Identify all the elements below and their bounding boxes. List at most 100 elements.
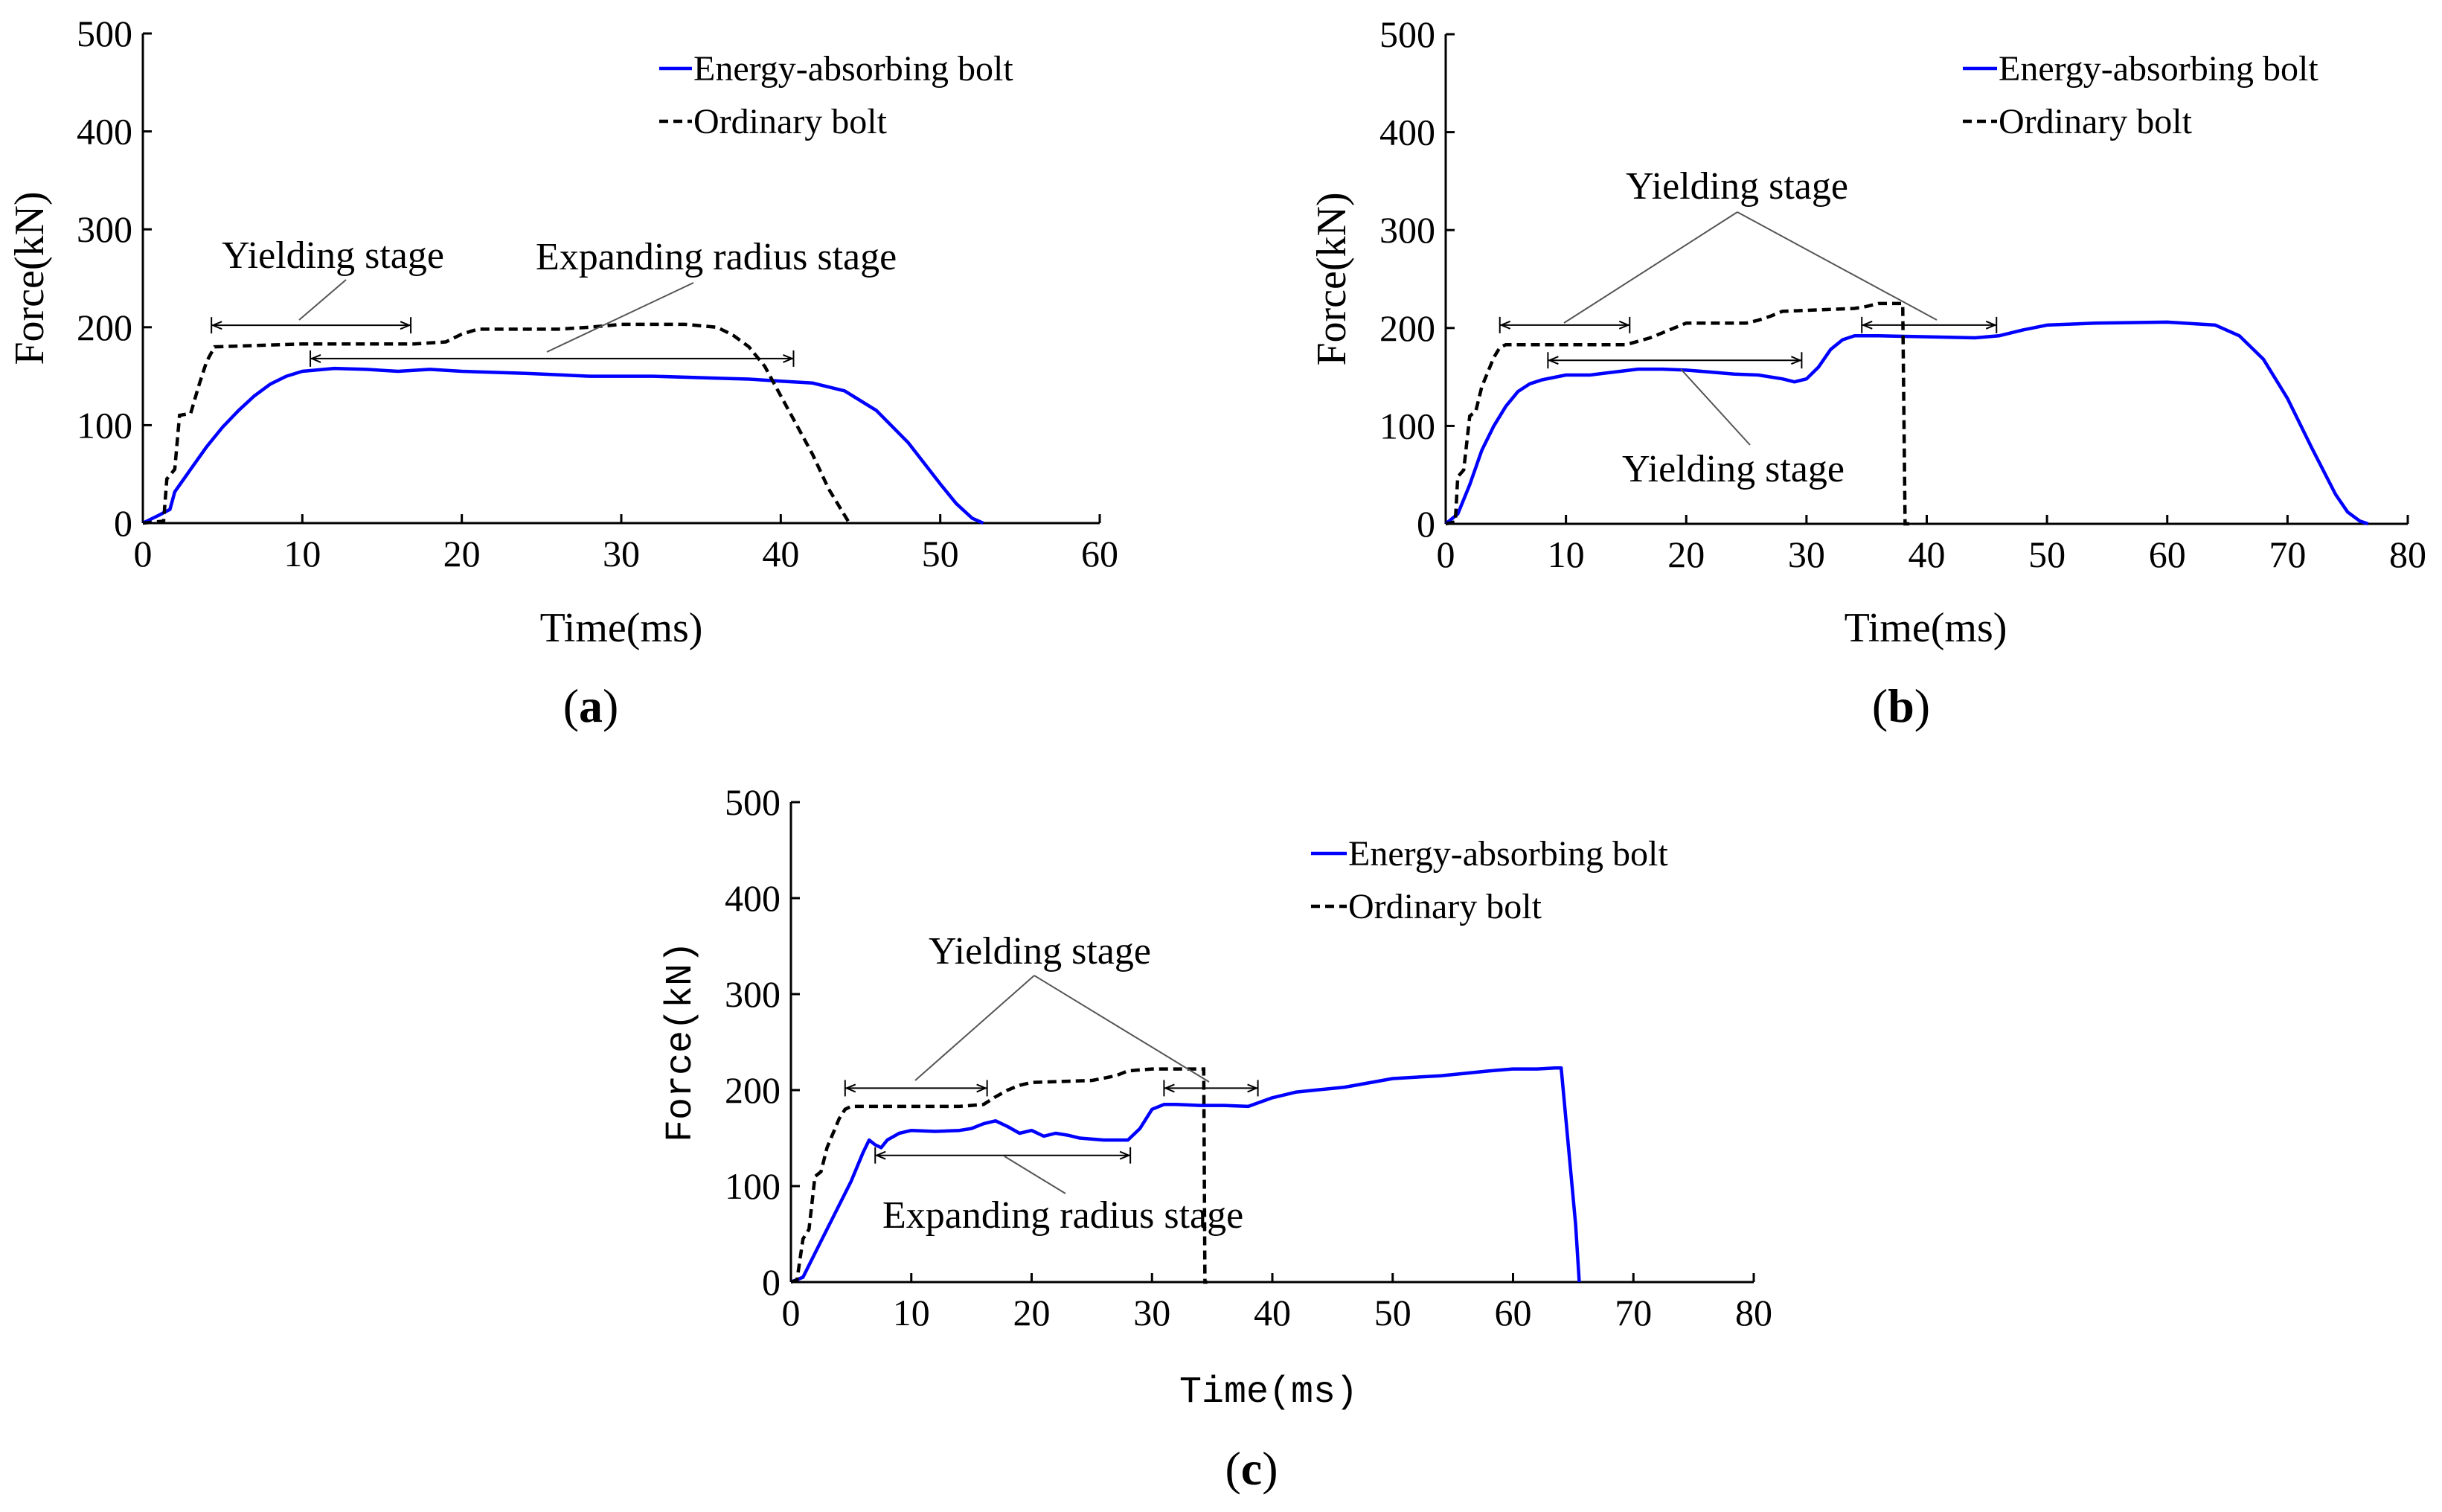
series-ordinary-bolt-c bbox=[790, 1067, 1208, 1284]
range-end-arrow-c-2 bbox=[1119, 1150, 1131, 1160]
annotation-guide-top-left-b bbox=[1563, 211, 1738, 324]
annotation-range-yielding-2-b bbox=[1861, 316, 1998, 333]
x-tick-label-c-50: 50 bbox=[1374, 1292, 1411, 1333]
x-tick-label-b-20: 20 bbox=[1667, 534, 1705, 575]
x-tick-label-c-40: 40 bbox=[1254, 1292, 1291, 1333]
annotation-guide-expanding-c bbox=[1004, 1156, 1066, 1194]
y-tick-label-c-0: 0 bbox=[762, 1261, 781, 1303]
y-axis-label-a: Force(kN) bbox=[7, 191, 53, 365]
x-tick-label-c-80: 80 bbox=[1735, 1292, 1772, 1333]
annotation-yielding-c: Yielding stage bbox=[844, 930, 1259, 1097]
panel-letter-b: b bbox=[1888, 679, 1914, 732]
x-tick-label-c-10: 10 bbox=[893, 1292, 930, 1333]
x-tick-label-b-10: 10 bbox=[1548, 534, 1585, 575]
legend-label-eab-c: Energy-absorbing bolt bbox=[1348, 834, 1668, 874]
annotation-range-yielding-1-c bbox=[844, 1080, 988, 1097]
annotation-label-yielding-c: Yielding stage bbox=[929, 930, 1151, 973]
annotation-guide-left-c bbox=[914, 975, 1035, 1081]
annotation-yielding-bottom-b: Yielding stage bbox=[1547, 352, 1845, 490]
legend-label-eab-a: Energy-absorbing bolt bbox=[693, 49, 1013, 89]
ticks-a: 0 10 20 30 40 50 60 0 100 200 300 400 500 bbox=[77, 13, 1118, 574]
legend-label-ord-b: Ordinary bolt bbox=[1999, 102, 2193, 141]
range-end-arrow-c-1 bbox=[1247, 1083, 1259, 1093]
y-tick-label-b-500: 500 bbox=[1379, 13, 1435, 55]
x-tick-label-a-20: 20 bbox=[443, 533, 481, 574]
x-axis-label-c: Time(ms) bbox=[1179, 1371, 1358, 1414]
x-tick-label-c-70: 70 bbox=[1615, 1292, 1652, 1333]
y-axis-label-c: Force(kN) bbox=[660, 941, 702, 1142]
x-tick-label-a-30: 30 bbox=[603, 533, 640, 574]
series-ordinary-bolt-b bbox=[1445, 301, 1910, 526]
panel-c: 0 10 20 30 40 50 60 70 80 0 100 200 300 400 500 Force(… bbox=[660, 781, 1772, 1495]
x-tick-label-b-80: 80 bbox=[2389, 534, 2426, 575]
annotation-label-yielding-bottom-b: Yielding stage bbox=[1622, 448, 1845, 490]
x-tick-label-b-0: 0 bbox=[1437, 534, 1455, 575]
y-tick-label-b-200: 200 bbox=[1379, 307, 1435, 349]
legend-label-ord-a: Ordinary bolt bbox=[693, 102, 888, 141]
annotation-expanding-c: Expanding radius stage bbox=[874, 1147, 1243, 1237]
annotation-label-expanding-a: Expanding radius stage bbox=[536, 236, 897, 278]
annotation-yielding-top-b: Yielding stage bbox=[1499, 165, 1998, 333]
range-end-arrow-b-0 bbox=[1618, 320, 1630, 330]
x-tick-label-a-0: 0 bbox=[134, 533, 153, 574]
y-axis-label-b: Force(kN) bbox=[1309, 192, 1355, 365]
annotation-label-expanding-c: Expanding radius stage bbox=[882, 1194, 1243, 1237]
series-ordinary-bolt-a bbox=[142, 322, 851, 525]
annotation-range-yielding-a bbox=[211, 317, 412, 334]
panel-label-c: (c) bbox=[1225, 1442, 1278, 1495]
y-tick-label-c-500: 500 bbox=[725, 781, 781, 823]
x-tick-label-a-50: 50 bbox=[922, 533, 959, 574]
range-end-arrow-c-0 bbox=[976, 1083, 988, 1093]
range-start-arrow-a-1 bbox=[310, 353, 321, 363]
annotation-guide-expanding-a bbox=[546, 282, 694, 353]
legend-c: Energy-absorbing bolt Ordinary bolt bbox=[1311, 834, 1668, 926]
y-tick-label-a-200: 200 bbox=[77, 307, 132, 348]
x-tick-label-c-20: 20 bbox=[1013, 1292, 1051, 1333]
x-axis-label-b: Time(ms) bbox=[1845, 605, 2007, 651]
x-tick-label-c-0: 0 bbox=[782, 1292, 801, 1333]
axes-b bbox=[1444, 34, 2408, 525]
y-tick-label-a-400: 400 bbox=[77, 111, 132, 153]
y-tick-label-a-500: 500 bbox=[77, 13, 132, 54]
range-end-arrow-a-0 bbox=[400, 321, 411, 330]
annotation-guide-right-c bbox=[1033, 975, 1210, 1083]
range-start-arrow-c-1 bbox=[1163, 1083, 1175, 1093]
annotation-expanding-a: Expanding radius stage bbox=[310, 236, 897, 367]
range-start-arrow-c-2 bbox=[874, 1150, 886, 1160]
legend-label-ord-c: Ordinary bolt bbox=[1348, 887, 1542, 926]
y-tick-label-b-0: 0 bbox=[1417, 503, 1435, 545]
x-tick-label-b-30: 30 bbox=[1788, 534, 1825, 575]
annotation-guide-top-right-b bbox=[1737, 211, 1938, 321]
annotation-range-yielding-1-b bbox=[1499, 316, 1631, 333]
y-tick-label-b-100: 100 bbox=[1379, 405, 1435, 446]
x-tick-label-b-40: 40 bbox=[1909, 534, 1946, 575]
axes-a bbox=[141, 33, 1100, 525]
annotation-label-yielding-top-b: Yielding stage bbox=[1626, 165, 1848, 208]
y-tick-label-c-400: 400 bbox=[725, 877, 781, 919]
annotation-yielding-a: Yielding stage bbox=[211, 234, 444, 334]
y-tick-label-c-100: 100 bbox=[725, 1165, 781, 1207]
y-tick-label-c-200: 200 bbox=[725, 1069, 781, 1111]
x-tick-label-c-60: 60 bbox=[1495, 1292, 1532, 1333]
x-tick-label-a-60: 60 bbox=[1081, 533, 1118, 574]
annotation-guide-bottom-b bbox=[1680, 368, 1751, 446]
panel-letter-a: a bbox=[579, 679, 603, 732]
x-axis-label-a: Time(ms) bbox=[540, 605, 703, 651]
annotation-range-expanding-a bbox=[310, 350, 795, 367]
ticks-c: 0 10 20 30 40 50 60 70 80 0 100 200 300 400 500 bbox=[725, 781, 1772, 1333]
x-tick-label-a-10: 10 bbox=[283, 533, 321, 574]
series-energy-absorbing-bolt-a bbox=[142, 366, 984, 525]
range-start-arrow-b-0 bbox=[1499, 320, 1511, 330]
range-start-arrow-b-2 bbox=[1547, 356, 1559, 365]
x-tick-label-b-60: 60 bbox=[2149, 534, 2186, 575]
panel-letter-c: c bbox=[1241, 1442, 1262, 1495]
x-tick-label-b-50: 50 bbox=[2028, 534, 2066, 575]
range-start-arrow-b-1 bbox=[1861, 320, 1873, 330]
series-energy-absorbing-bolt-c bbox=[790, 1066, 1581, 1284]
range-end-arrow-a-1 bbox=[783, 353, 795, 363]
range-start-arrow-a-0 bbox=[211, 321, 222, 330]
legend-b: Energy-absorbing bolt Ordinary bolt bbox=[1963, 49, 2318, 141]
y-tick-label-c-300: 300 bbox=[725, 973, 781, 1015]
legend-label-eab-b: Energy-absorbing bolt bbox=[1999, 49, 2318, 89]
